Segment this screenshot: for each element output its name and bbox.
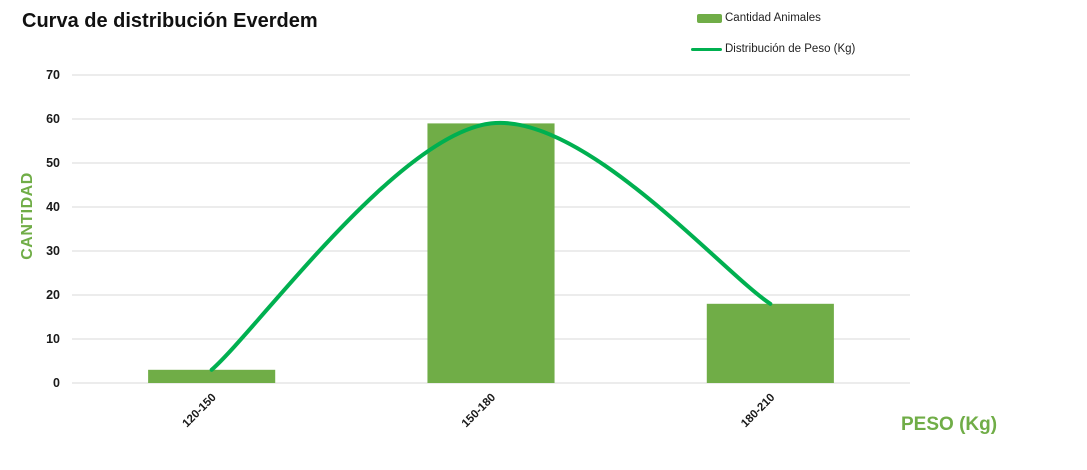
y-tick-label: 30 (46, 244, 60, 258)
bar (706, 303, 834, 383)
y-tick-label: 40 (46, 200, 60, 214)
legend-label-line-series: Distribución de Peso (Kg) (725, 43, 856, 55)
legend-swatch-cell (690, 47, 722, 51)
bar (148, 369, 276, 383)
x-tick-label: 120-150 (180, 392, 218, 430)
y-tick-label: 20 (46, 288, 60, 302)
x-tick-label: 150-180 (460, 392, 498, 430)
y-tick-label: 10 (46, 332, 60, 346)
y-tick-label: 0 (53, 376, 60, 390)
legend-label-bar-series: Cantidad Animales (725, 12, 821, 24)
bar-series-swatch (697, 13, 722, 23)
legend-swatch-cell (690, 13, 722, 23)
legend-item-line-series: Distribución de Peso (Kg) (690, 40, 855, 58)
y-tick-label: 70 (46, 68, 60, 82)
y-tick-label: 50 (46, 156, 60, 170)
legend-item-bar-series: Cantidad Animales (690, 9, 855, 27)
distribution-line (209, 121, 773, 372)
chart-title: Curva de distribución Everdem (22, 10, 318, 32)
x-axis-title: PESO (Kg) (901, 414, 998, 435)
bar (427, 123, 555, 384)
y-tick-label: 60 (46, 112, 60, 126)
legend: Cantidad Animales Distribución de Peso (… (690, 9, 855, 71)
x-tick-label: 180-210 (739, 392, 777, 430)
line-series-swatch (691, 47, 722, 51)
